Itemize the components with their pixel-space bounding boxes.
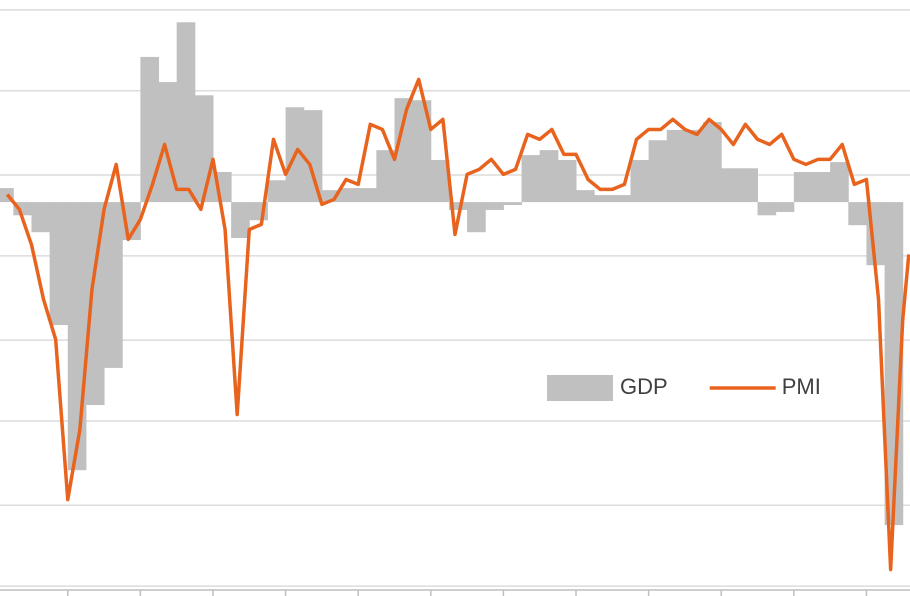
bar <box>721 168 740 203</box>
bar <box>485 202 504 210</box>
bar <box>412 100 432 203</box>
bar <box>358 188 377 203</box>
bar <box>376 150 395 203</box>
bar <box>67 202 87 471</box>
bar <box>739 168 759 203</box>
bar <box>703 122 722 203</box>
bar <box>176 22 196 203</box>
bar <box>612 195 631 203</box>
legend-swatch <box>547 375 613 401</box>
bar <box>848 202 867 226</box>
bar <box>321 190 341 203</box>
bar <box>448 202 468 210</box>
bar <box>594 195 613 203</box>
lines <box>5 77 910 572</box>
bar <box>104 202 123 368</box>
bar <box>503 202 523 205</box>
bar <box>666 129 686 203</box>
bar <box>303 110 323 203</box>
bar <box>430 160 450 203</box>
bar <box>521 155 541 203</box>
bar <box>49 202 69 326</box>
bar <box>557 160 577 203</box>
bar <box>811 171 831 203</box>
bar <box>31 202 51 233</box>
legend-label: GDP <box>620 374 668 399</box>
bar <box>267 180 287 203</box>
bar <box>467 202 486 233</box>
bar <box>576 190 595 203</box>
bar <box>684 129 704 203</box>
line <box>5 77 910 572</box>
bar <box>830 162 849 203</box>
legend: GDP PMI <box>547 374 821 401</box>
bar <box>539 150 559 203</box>
bar <box>630 160 650 203</box>
bar <box>793 171 813 203</box>
bar <box>884 202 904 526</box>
bar <box>394 98 414 203</box>
x-axis <box>0 589 910 596</box>
bars <box>0 22 904 526</box>
bar <box>340 188 359 203</box>
bar <box>775 202 795 213</box>
bar <box>140 56 160 203</box>
bar <box>194 95 214 203</box>
bar <box>231 202 250 238</box>
bar <box>757 202 777 216</box>
legend-label: PMI <box>782 374 821 399</box>
bar <box>85 202 105 406</box>
grid <box>0 9 910 587</box>
bar <box>648 140 668 203</box>
